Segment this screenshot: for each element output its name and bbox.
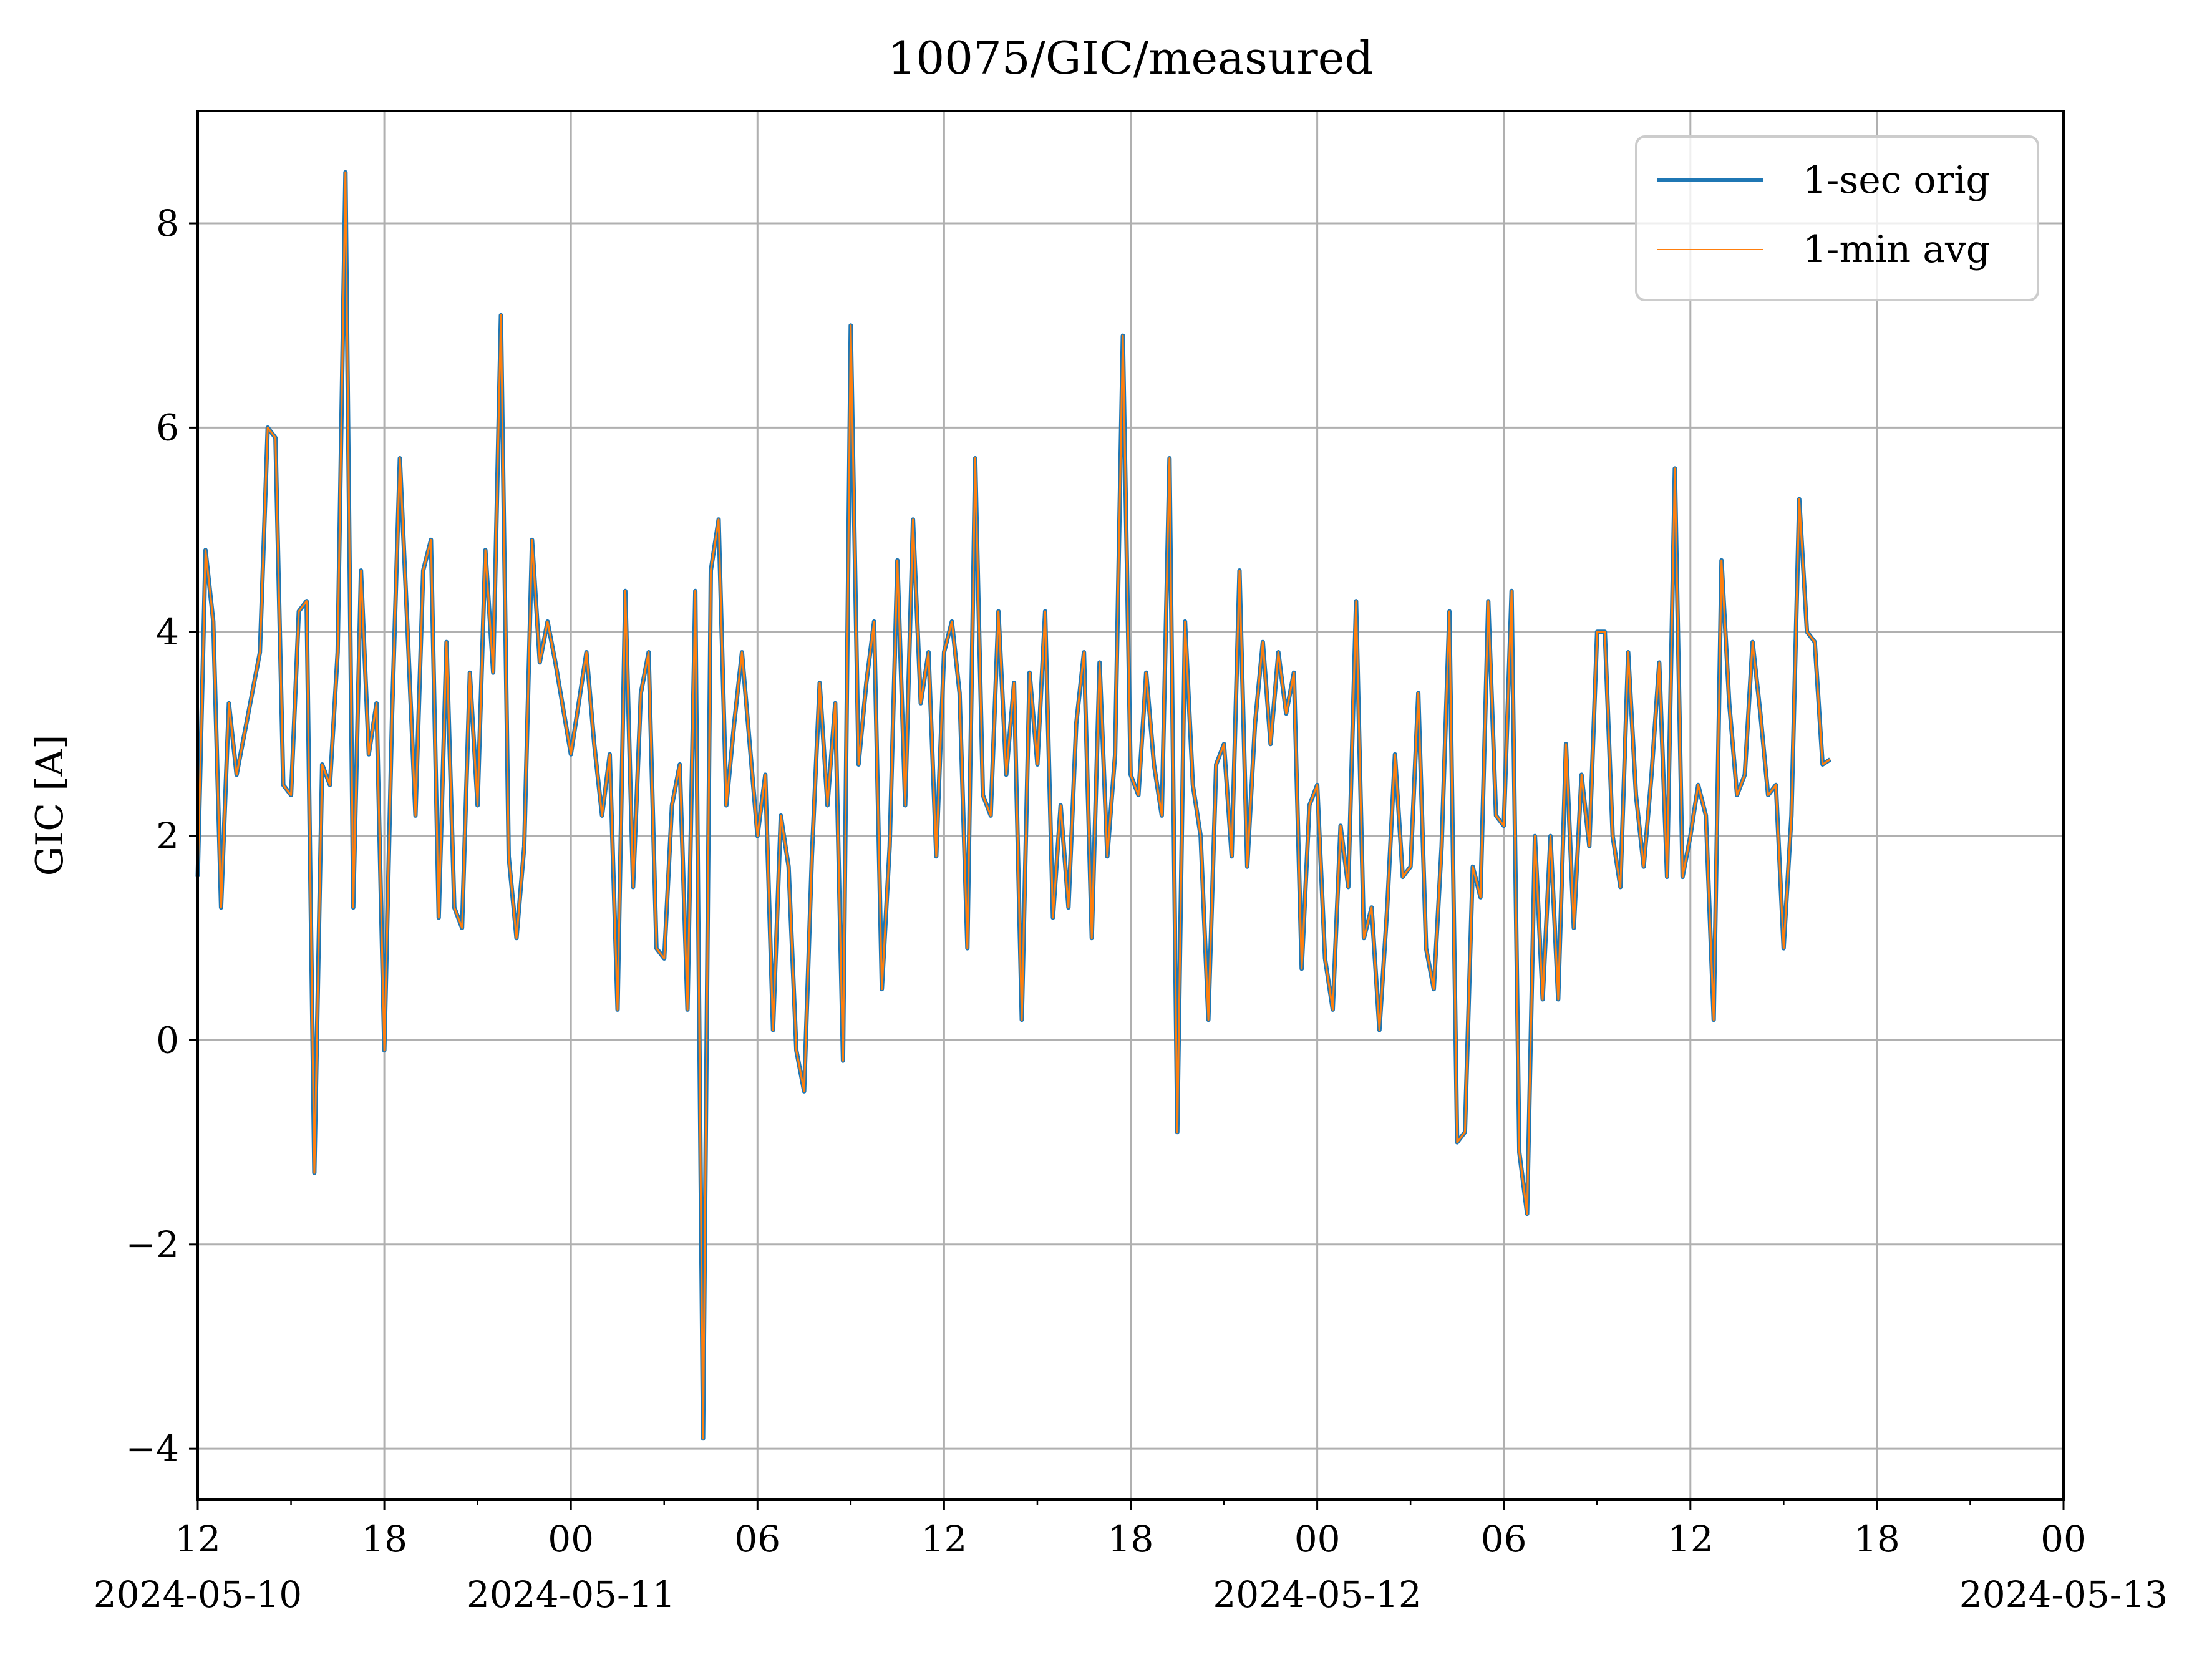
y-tick-label: 0 (156, 1019, 179, 1061)
x-date-label: 2024-05-11 (467, 1573, 675, 1616)
x-tick-label: 12 (921, 1518, 967, 1560)
x-tick-label: 18 (361, 1518, 407, 1560)
y-tick-label: −2 (126, 1223, 180, 1266)
x-tick-label: 00 (2040, 1518, 2087, 1560)
legend: 1-sec orig 1-min avg (1636, 137, 2038, 300)
x-tick-label: 06 (1481, 1518, 1527, 1560)
y-tick-label: 6 (156, 406, 179, 449)
x-tick-label: 18 (1854, 1518, 1900, 1560)
x-date-label: 2024-05-12 (1213, 1573, 1421, 1616)
legend-label-1-sec-orig: 1-sec orig (1803, 158, 1990, 202)
legend-label-1-min-avg: 1-min avg (1803, 228, 1990, 271)
x-tick-label: 18 (1108, 1518, 1154, 1560)
y-axis-label: GIC [A] (28, 735, 72, 876)
x-date-label: 2024-05-13 (1959, 1573, 2168, 1616)
y-tick-label: 2 (156, 815, 179, 857)
chart-title: 10075/GIC/measured (888, 32, 1374, 84)
x-date-label: 2024-05-10 (94, 1573, 302, 1616)
x-tick-label: 00 (548, 1518, 594, 1560)
y-tick-label: −4 (126, 1427, 180, 1470)
y-tick-label: 4 (156, 611, 179, 653)
x-tick-label: 12 (1667, 1518, 1714, 1560)
x-tick-label: 06 (734, 1518, 780, 1560)
x-tick-label: 12 (175, 1518, 221, 1560)
x-tick-label: 00 (1294, 1518, 1341, 1560)
y-tick-label: 8 (156, 202, 179, 245)
